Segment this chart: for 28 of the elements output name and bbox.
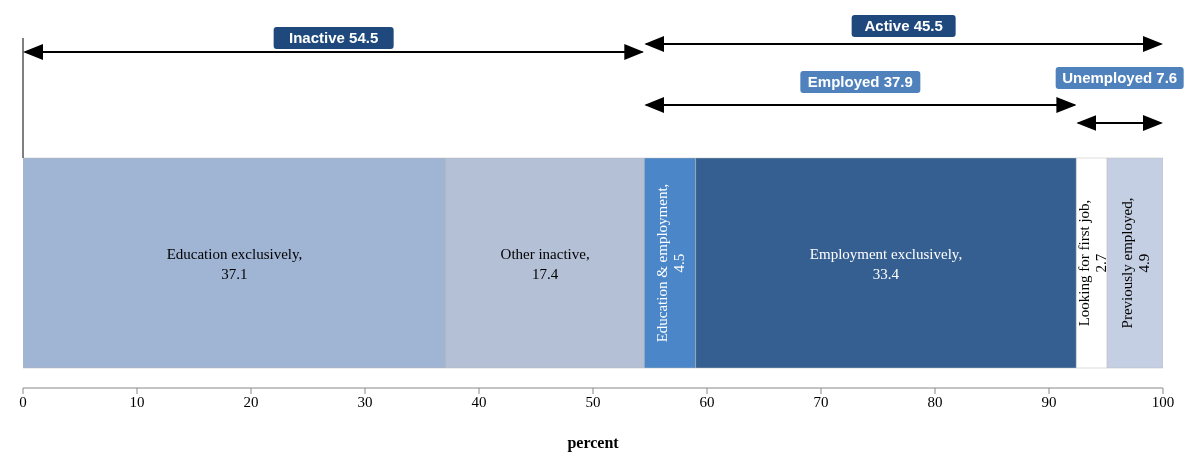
x-tick-label: 60 [699,393,715,410]
series-label: Looking for first job, [1075,199,1092,327]
x-axis-title: percent [567,434,620,452]
text: Inactive 54.5 [289,29,379,46]
data-label: 33.4 [872,266,900,282]
x-tick-label: 10 [129,393,145,410]
text: Unemployed 7.6 [1062,69,1178,86]
data-label: 2.7 [1092,253,1109,273]
x-tick-label: 80 [927,393,943,410]
x-tick-label: 90 [1041,393,1057,410]
series-label: Previously employed, [1119,197,1136,329]
series-label: Education & employment, [653,183,670,343]
data-label: 4.5 [670,253,687,273]
series-label: Other inactive, [500,246,590,262]
text: Active 45.5 [864,17,943,34]
x-tick-label: 0 [19,393,27,410]
x-tick-label: 20 [243,393,259,410]
data-label: 17.4 [531,266,559,282]
x-tick-label: 100 [1151,393,1175,410]
x-tick-label: 50 [585,393,601,410]
x-tick-label: 70 [813,393,829,410]
series-label: Education exclusively, [166,246,303,262]
series-label: Employment exclusively, [809,246,963,262]
data-label: 4.9 [1136,253,1153,273]
x-tick-label: 30 [357,393,373,410]
x-tick-label: 40 [471,393,487,410]
data-label: 37.1 [221,266,248,282]
text: Employed 37.9 [807,73,913,90]
